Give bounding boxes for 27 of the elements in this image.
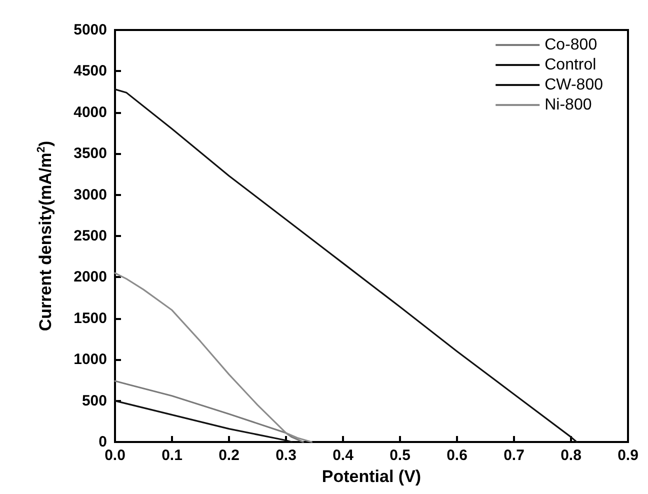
y-tick-label: 4500	[74, 62, 107, 80]
legend-label: CW-800	[544, 76, 604, 94]
x-tick-label: 0.4	[332, 447, 354, 464]
y-tick-label: 5000	[74, 22, 107, 38]
x-tick-label: 0.3	[276, 447, 296, 464]
legend-label: Control	[544, 56, 596, 74]
y-axis-title: Current density(mA/m2)	[36, 140, 55, 332]
y-tick-label: 0	[98, 434, 107, 450]
x-tick-label: 0.5	[390, 447, 410, 464]
x-tick-label: 0.6	[446, 447, 468, 464]
y-tick-label: 1000	[74, 351, 107, 368]
x-axis-title: Potential (V)	[322, 467, 422, 486]
y-tick-label: 2000	[74, 268, 107, 286]
x-tick-label: 0.9	[618, 447, 638, 464]
x-tick-label: 0.2	[218, 447, 240, 464]
legend-label: Co-800	[544, 36, 598, 54]
x-tick-label: 0.7	[504, 447, 524, 464]
y-tick-label: 1500	[74, 310, 107, 327]
y-tick-label: 2500	[74, 228, 107, 244]
legend-label: Ni-800	[544, 96, 592, 114]
x-tick-label: 0.0	[104, 447, 126, 464]
y-tick-label: 4000	[74, 104, 107, 121]
y-tick-label: 3000	[74, 186, 107, 204]
y-tick-label: 500	[82, 392, 107, 410]
x-tick-label: 0.8	[560, 447, 582, 464]
x-tick-label: 0.1	[162, 447, 182, 464]
y-tick-label: 3500	[74, 145, 107, 162]
